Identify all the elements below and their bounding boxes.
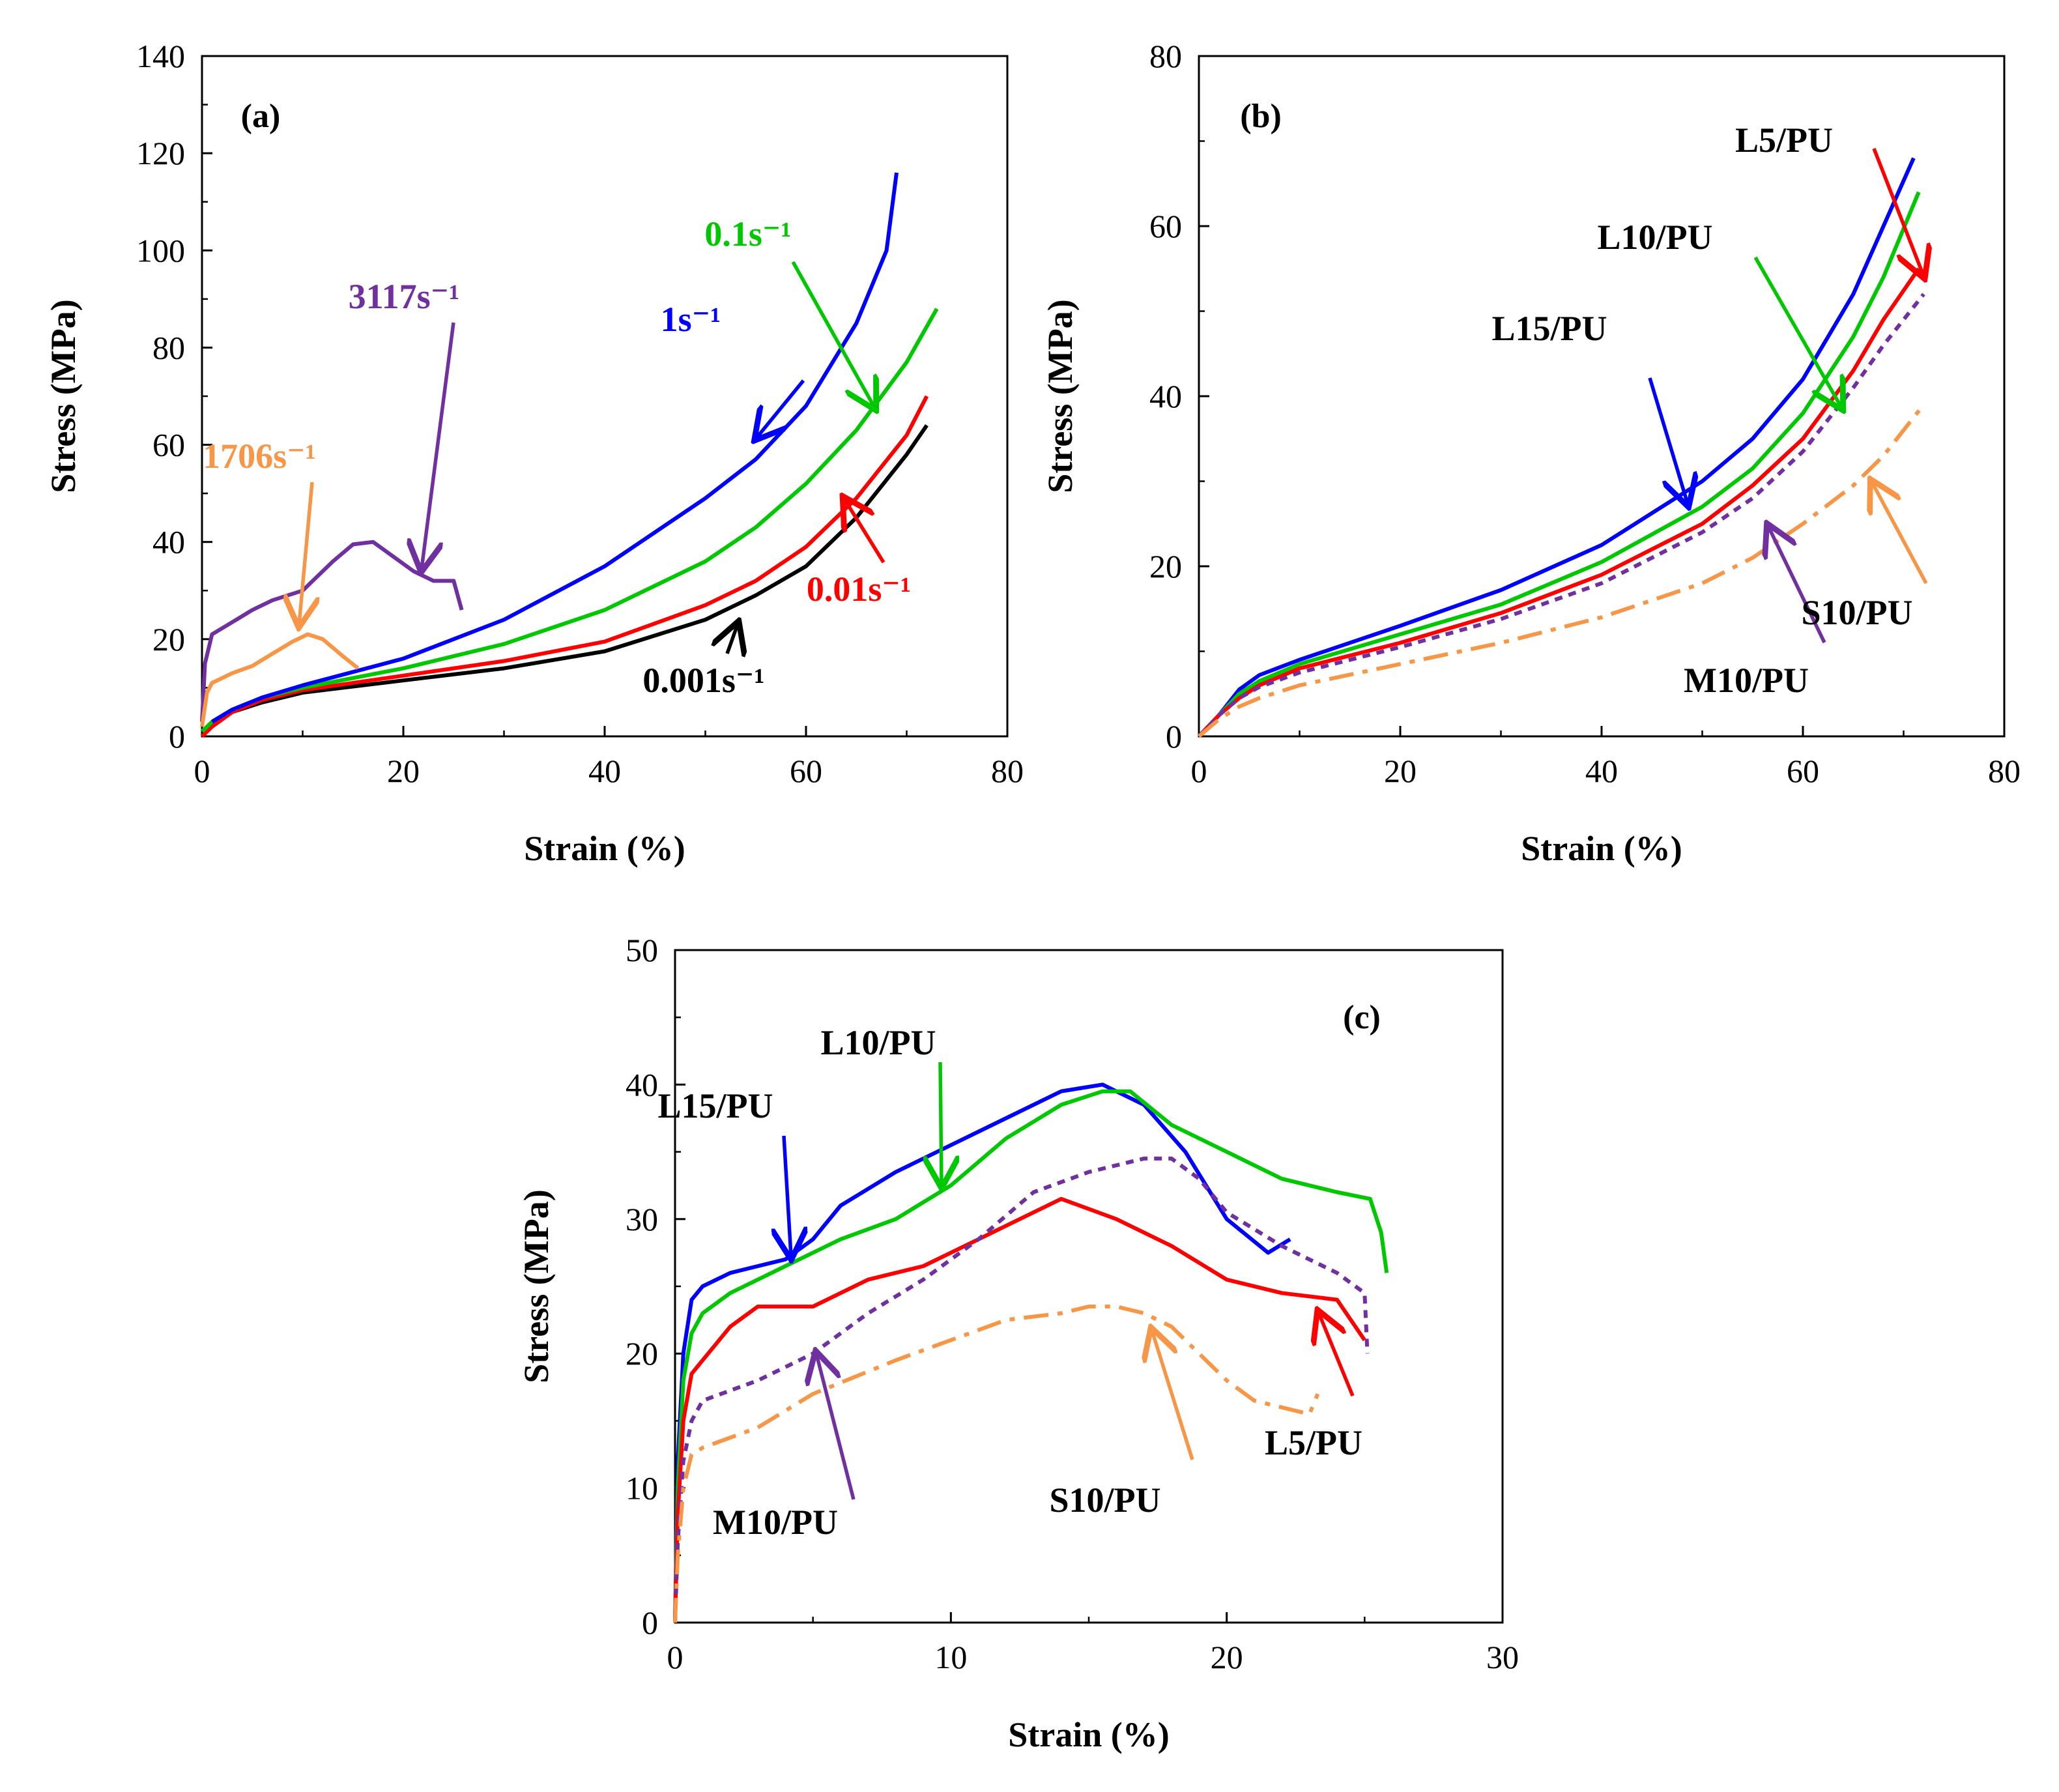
annotation-arrow xyxy=(1152,1331,1194,1460)
y-tick-label: 80 xyxy=(152,329,185,366)
y-tick-label: 50 xyxy=(626,932,658,968)
y-tick-label: 60 xyxy=(152,427,185,463)
y-tick-label: 0 xyxy=(1166,718,1182,755)
y-tick-label: 20 xyxy=(626,1335,658,1372)
annotation-label: L15/PU xyxy=(657,1086,773,1125)
annotation-arrow xyxy=(299,482,312,624)
annotation-arrow xyxy=(1768,527,1826,644)
x-tick-label: 20 xyxy=(1384,753,1417,789)
chart-panel-c: 0 10 20 30 40 50 0 10 20 30 Strain (%) Stress (MPa)… xyxy=(517,932,1519,1754)
x-tick-label: 60 xyxy=(790,753,822,789)
x-tick-label: 20 xyxy=(387,753,420,789)
annotation-label: L5/PU xyxy=(1265,1423,1362,1462)
annotation-arrow xyxy=(1872,148,1923,276)
annotation-label: L10/PU xyxy=(820,1023,936,1062)
y-tick-label: 80 xyxy=(1149,38,1182,74)
annotation-label: L10/PU xyxy=(1597,218,1712,257)
y-tick-label: 40 xyxy=(1149,378,1182,414)
series-line-l10-pu xyxy=(1197,191,1921,738)
x-tick-label: 0 xyxy=(667,1639,684,1675)
annotation-label: L5/PU xyxy=(1735,121,1833,160)
y-tick-label: 40 xyxy=(152,524,185,560)
panel-label: (a) xyxy=(241,98,281,135)
series-line-s10-pu xyxy=(1198,403,1925,738)
series-line-l10-pu xyxy=(673,1089,1389,1623)
y-axis-title: Stress (MPa) xyxy=(44,299,83,493)
annotation-arrow xyxy=(940,1062,942,1185)
annotation-arrow xyxy=(1648,377,1688,504)
y-tick-label: 20 xyxy=(1149,548,1182,585)
annotation-label: M10/PU xyxy=(713,1503,838,1542)
annotation-label: 0.1s⁻¹ xyxy=(704,214,791,253)
annotation-label: M10/PU xyxy=(1684,661,1809,700)
y-tick-label: 40 xyxy=(626,1066,658,1103)
series-line-1s- xyxy=(210,172,899,724)
y-tick-label: 140 xyxy=(136,38,185,74)
series-line-l5-pu xyxy=(673,1196,1366,1623)
y-axis-title: Stress (MPa) xyxy=(1041,299,1080,493)
x-tick-label: 60 xyxy=(1787,753,1819,789)
x-tick-label: 40 xyxy=(1585,753,1618,789)
series-line-1706s- xyxy=(200,632,360,727)
plot-frame xyxy=(1198,55,2006,738)
annotation-arrow xyxy=(756,379,805,438)
x-tick-label: 80 xyxy=(991,753,1024,789)
panel-label: (c) xyxy=(1343,999,1381,1036)
annotation-label: 0.01s⁻¹ xyxy=(807,570,911,609)
annotation-arrow xyxy=(727,624,738,654)
annotation-arrow xyxy=(791,261,874,407)
y-axis-title: Stress (MPa) xyxy=(517,1189,556,1383)
annotation-arrow xyxy=(784,1135,791,1256)
annotation-label: S10/PU xyxy=(1801,593,1912,632)
y-tick-label: 100 xyxy=(136,232,185,268)
y-tick-label: 60 xyxy=(1149,208,1182,244)
y-tick-label: 30 xyxy=(626,1201,658,1237)
annotation-label: 0.001s⁻¹ xyxy=(642,661,764,700)
y-tick-label: 10 xyxy=(626,1470,658,1507)
annotation-label: L15/PU xyxy=(1491,309,1607,348)
annotation-arrow xyxy=(422,322,455,569)
x-axis-title: Strain (%) xyxy=(1008,1715,1169,1754)
x-tick-label: 0 xyxy=(1191,753,1207,789)
annotation-label: 1s⁻¹ xyxy=(661,300,721,339)
x-axis-title: Strain (%) xyxy=(524,829,685,868)
annotation-label: S10/PU xyxy=(1049,1481,1160,1520)
chart-panel-b: 0 20 40 60 80 0 20 40 60 80 Strain (%) Stress (MPa)… xyxy=(1041,38,2021,868)
series-line-l15-pu xyxy=(673,1082,1291,1623)
series-line-m10-pu xyxy=(673,1156,1370,1623)
y-tick-label: 20 xyxy=(152,621,185,658)
annotation-arrow xyxy=(816,1354,856,1500)
series-line-s10-pu xyxy=(673,1305,1320,1623)
x-tick-label: 30 xyxy=(1486,1639,1519,1675)
x-tick-label: 0 xyxy=(194,753,210,789)
y-tick-label: 120 xyxy=(136,135,185,171)
series-line-l15-pu xyxy=(1197,157,1916,738)
plot-frame xyxy=(201,55,1009,738)
x-tick-label: 40 xyxy=(588,753,621,789)
y-tick-label: 0 xyxy=(169,718,185,755)
x-axis-title: Strain (%) xyxy=(1521,829,1682,868)
annotation-arrow xyxy=(1872,482,1928,585)
x-tick-label: 20 xyxy=(1211,1639,1243,1675)
annotation-arrow xyxy=(1753,256,1841,407)
annotation-arrow xyxy=(1319,1313,1355,1397)
annotation-label: 3117s⁻¹ xyxy=(349,277,460,316)
x-tick-label: 80 xyxy=(1988,753,2021,789)
annotation-label: 1706s⁻¹ xyxy=(203,437,316,476)
chart-panel-a: 0 20 40 60 80 100 120 140 0 20 40 60 80 Strain (%) Str… xyxy=(44,38,1024,868)
x-tick-label: 10 xyxy=(934,1639,967,1675)
panel-label: (b) xyxy=(1240,98,1282,135)
y-tick-label: 0 xyxy=(642,1604,658,1641)
annotation-arrow xyxy=(844,499,886,564)
